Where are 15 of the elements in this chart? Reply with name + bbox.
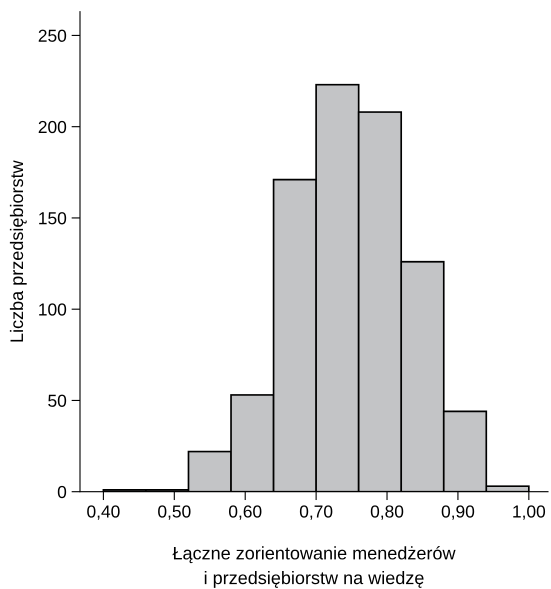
- x-axis-title: Łączne zorientowanie menedżerów i przedsiębiorstw na wiedzę: [172, 546, 456, 588]
- y-axis-title: Liczba przedsiębiorstw: [10, 160, 27, 342]
- x-tick-label: 0,80: [370, 505, 404, 520]
- y-tick-label: 50: [48, 394, 66, 407]
- x-tick-label: 0,60: [228, 505, 262, 520]
- x-tick-label: 0,50: [158, 505, 191, 520]
- x-tick-label: 0,40: [87, 505, 120, 520]
- y-tick-label: 0: [58, 486, 66, 498]
- x-tick-label: 0,70: [300, 505, 332, 520]
- x-tick-label: 1,00: [513, 505, 546, 520]
- y-tick-label: 250: [38, 30, 66, 42]
- y-tick-label: 150: [39, 212, 66, 224]
- x-tick-label: 0,90: [442, 505, 474, 520]
- y-tick-label: 100: [39, 303, 66, 316]
- y-tick-label: 200: [38, 120, 66, 134]
